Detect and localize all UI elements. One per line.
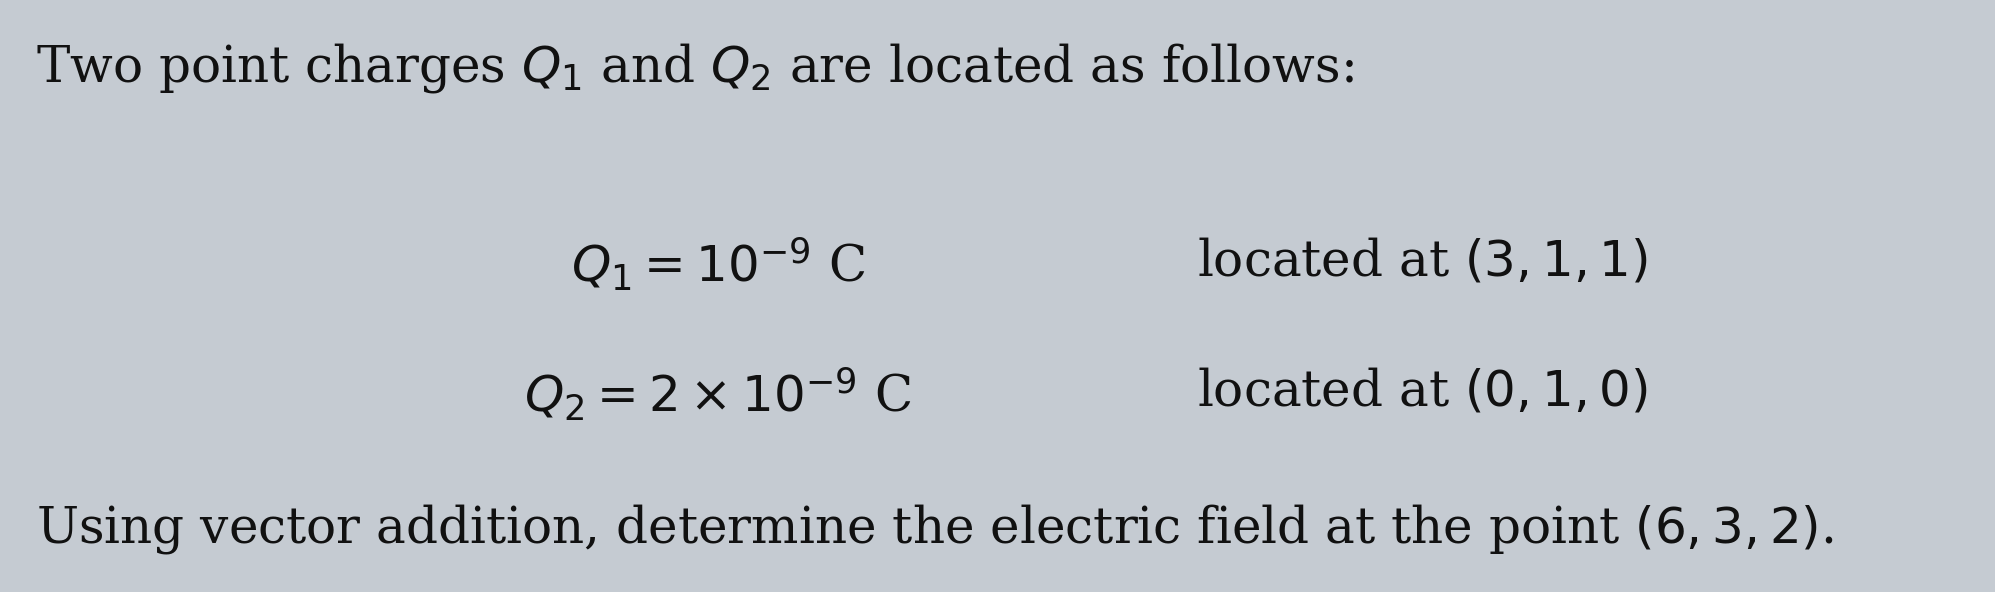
Text: $Q_2 = 2 \times 10^{-9}$ C: $Q_2 = 2 \times 10^{-9}$ C — [525, 367, 912, 424]
Text: located at $(0, 1, 0)$: located at $(0, 1, 0)$ — [1197, 367, 1648, 417]
Text: $Q_1 = 10^{-9}$ C: $Q_1 = 10^{-9}$ C — [571, 237, 866, 294]
Text: Using vector addition, determine the electric field at the point $(6, 3, 2)$.: Using vector addition, determine the ele… — [36, 503, 1833, 556]
Text: located at $(3, 1, 1)$: located at $(3, 1, 1)$ — [1197, 237, 1648, 287]
Text: Two point charges $Q_1$ and $Q_2$ are located as follows:: Two point charges $Q_1$ and $Q_2$ are lo… — [36, 41, 1355, 95]
